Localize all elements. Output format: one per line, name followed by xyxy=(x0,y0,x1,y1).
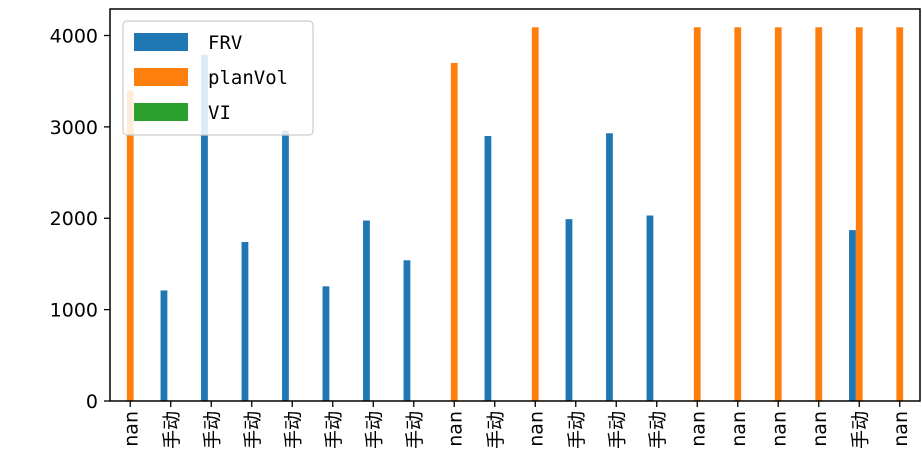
x-tick-label: 手动 xyxy=(606,411,628,449)
bar-FRV-12 xyxy=(606,133,613,402)
x-tick-label: 手动 xyxy=(485,411,507,449)
x-tick-label: 手动 xyxy=(566,411,588,449)
bar-FRV-3 xyxy=(241,242,249,401)
x-tick-label: 手动 xyxy=(404,411,426,449)
x-tick-label: 手动 xyxy=(323,411,345,449)
x-tick-label: 手动 xyxy=(201,411,223,449)
bar-planVol-0 xyxy=(126,90,134,402)
bar-planVol-15 xyxy=(734,27,742,402)
x-tick-label: nan xyxy=(444,411,466,447)
bar-planVol-17 xyxy=(815,27,823,402)
y-tick-label: 2000 xyxy=(50,208,98,230)
legend-swatch-FRV xyxy=(134,33,188,51)
bar-FRV-11 xyxy=(565,219,573,401)
x-tick-label: nan xyxy=(768,411,790,447)
y-tick-label: 3000 xyxy=(50,117,98,139)
legend: FRV planVol VI xyxy=(122,20,314,136)
x-tick-label: nan xyxy=(525,411,547,447)
y-tick-label: 1000 xyxy=(50,300,98,322)
bar-FRV-1 xyxy=(160,290,168,401)
x-tick-label: 手动 xyxy=(282,411,304,449)
x-tick-label: 手动 xyxy=(363,411,385,449)
bar-FRV-18 xyxy=(849,230,856,401)
legend-label-planVol: planVol xyxy=(208,67,288,89)
legend-swatch-planVol xyxy=(134,68,188,86)
bars-layer xyxy=(126,27,904,402)
x-tick-label: nan xyxy=(809,411,831,447)
bar-FRV-9 xyxy=(484,136,492,401)
bar-FRV-7 xyxy=(403,260,411,401)
y-axis: 0 1000 2000 3000 4000 xyxy=(50,25,110,413)
x-tick-label: 手动 xyxy=(242,411,264,449)
plot-frame xyxy=(109,8,921,402)
legend-label-VI: VI xyxy=(208,102,231,124)
x-tick-label: 手动 xyxy=(161,411,183,449)
x-tick-label: nan xyxy=(120,411,142,447)
x-tick-label: nan xyxy=(687,411,709,447)
bar-FRV-13 xyxy=(646,215,654,401)
bar-planVol-18 xyxy=(855,27,863,402)
bar-FRV-2 xyxy=(201,54,208,401)
x-tick-label: 手动 xyxy=(849,411,871,449)
bar-planVol-8 xyxy=(450,62,458,401)
bar-planVol-16 xyxy=(774,27,782,402)
y-tick-label: 4000 xyxy=(50,25,98,47)
bar-FRV-6 xyxy=(363,220,370,401)
bar-planVol-10 xyxy=(531,27,539,402)
bar-planVol-19 xyxy=(896,27,904,402)
x-tick-label: 手动 xyxy=(647,411,669,449)
legend-swatch-VI xyxy=(134,103,188,121)
bar-FRV-4 xyxy=(282,130,289,401)
y-tick-label: 0 xyxy=(86,391,98,413)
x-tick-label: nan xyxy=(728,411,750,447)
bar-FRV-5 xyxy=(322,286,330,401)
legend-label-FRV: FRV xyxy=(208,32,242,54)
bar-planVol-14 xyxy=(693,27,701,402)
x-axis: nan 手动 手动 手动 手动 手动 手动 手动 nan 手动 nan 手动 手动 手动 nan nan nan… xyxy=(120,401,912,449)
x-tick-label: nan xyxy=(890,411,912,447)
